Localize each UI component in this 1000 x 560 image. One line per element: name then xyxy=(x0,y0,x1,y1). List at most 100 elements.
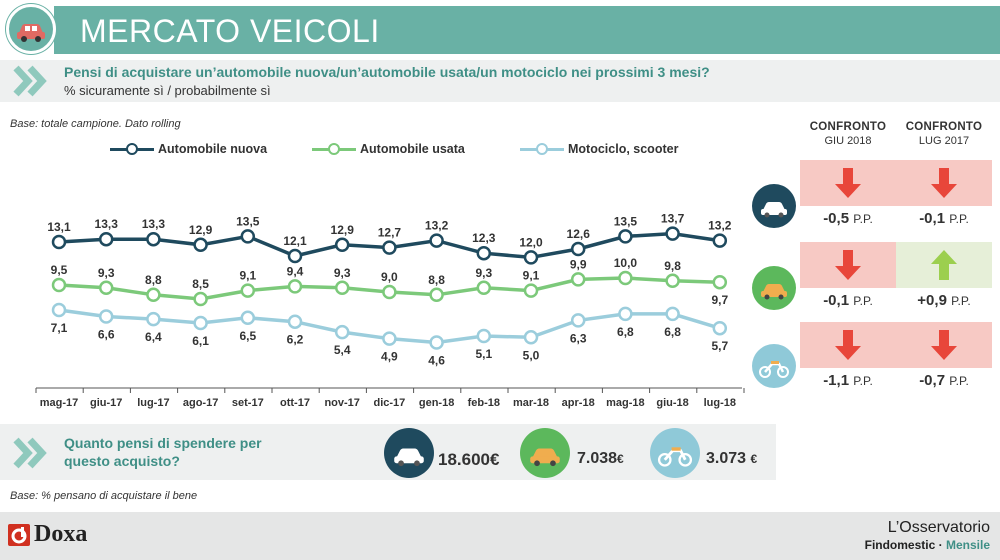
data-point xyxy=(240,229,256,244)
footer xyxy=(0,512,1000,560)
data-point xyxy=(476,328,492,344)
data-label: 12,1 xyxy=(283,234,307,248)
delta-value: -1,1 xyxy=(823,372,850,389)
x-tick-label: mag-17 xyxy=(40,397,79,409)
data-label: 6,1 xyxy=(192,334,209,348)
osservatorio-subtitle: Findomestic · Mensile xyxy=(864,538,990,552)
data-point xyxy=(287,279,303,294)
car-used-icon xyxy=(752,266,796,310)
x-tick-label: dic-17 xyxy=(374,397,406,409)
data-label: 9,9 xyxy=(570,257,587,271)
delta-unit: P.P. xyxy=(853,212,873,226)
question-subtitle: % sicuramente sì / probabilmente sì xyxy=(64,83,271,98)
data-point xyxy=(570,272,586,287)
legend-label: Automobile nuova xyxy=(158,142,268,156)
x-tick-label: feb-18 xyxy=(468,397,500,409)
data-point xyxy=(98,280,114,296)
car-new-icon xyxy=(752,184,796,228)
comparison-cell: -0,7 P.P. xyxy=(896,322,992,398)
delta-unit: P.P. xyxy=(951,294,971,308)
delta-value: -0,5 xyxy=(823,210,850,227)
line-chart: mag-17 giu-17 lug-17 ago-17 set-17 ott-17 nov-… xyxy=(35,212,745,409)
comparison-header-2: CONFRONTO LUG 2017 xyxy=(896,120,992,148)
data-point xyxy=(98,231,114,247)
data-label: 13,5 xyxy=(236,214,260,228)
data-label: 9,3 xyxy=(98,266,115,280)
comparison-period: GIU 2018 xyxy=(824,135,872,147)
data-point xyxy=(146,287,161,303)
comparison-value: -0,5 P.P. xyxy=(800,210,896,227)
base-note: Base: totale campione. Dato rolling xyxy=(10,118,181,130)
data-label: 13,2 xyxy=(708,219,732,233)
comparison-cell-bg xyxy=(896,160,992,206)
motorcycle-icon xyxy=(752,344,796,388)
data-label: 8,8 xyxy=(145,273,162,287)
legend-swatch xyxy=(520,143,564,155)
comparison-cell: -0,1 P.P. xyxy=(800,242,896,318)
arrow-down-icon xyxy=(835,250,861,280)
comparison-cell-bg xyxy=(800,160,896,206)
data-label: 13,5 xyxy=(614,214,638,228)
data-point xyxy=(240,310,256,326)
data-point xyxy=(193,291,208,307)
data-label: 12,9 xyxy=(331,223,355,237)
data-label: 9,4 xyxy=(287,264,304,278)
data-label: 12,7 xyxy=(378,226,402,240)
data-label: 9,0 xyxy=(381,270,398,284)
delta-value: +0,9 xyxy=(917,292,947,309)
data-label: 12,9 xyxy=(189,223,213,237)
spend-question: Quanto pensi di spendere per questo acqu… xyxy=(64,435,262,469)
data-point xyxy=(476,245,492,261)
data-label: 5,7 xyxy=(711,339,728,353)
data-label: 9,3 xyxy=(334,266,351,280)
comparison-header-1: CONFRONTO GIU 2018 xyxy=(800,120,896,148)
comparison-value: -0,1 P.P. xyxy=(800,292,896,309)
delta-unit: P.P. xyxy=(853,294,873,308)
delta-unit: P.P. xyxy=(853,374,873,388)
data-point xyxy=(382,284,397,300)
data-label: 9,8 xyxy=(664,259,681,273)
data-label: 13,3 xyxy=(95,217,119,231)
x-tick-label: apr-18 xyxy=(562,397,595,409)
data-label: 9,3 xyxy=(475,266,492,280)
data-point xyxy=(712,233,728,248)
page-title: MERCATO VEICOLI xyxy=(80,13,380,49)
comparison-period: LUG 2017 xyxy=(918,135,970,147)
data-point xyxy=(523,283,539,298)
comparison-cell-bg xyxy=(896,322,992,368)
data-label: 5,1 xyxy=(475,347,492,361)
car-new-icon xyxy=(384,428,434,478)
x-tick-label: lug-17 xyxy=(137,397,169,409)
delta-value: -0,1 xyxy=(823,292,850,309)
data-point xyxy=(334,280,350,296)
data-point xyxy=(287,248,303,264)
data-label: 12,3 xyxy=(472,231,496,245)
legend-item-used-car: Automobile usata xyxy=(312,142,465,156)
data-point xyxy=(429,233,444,248)
data-point xyxy=(618,229,633,244)
double-chevron-icon xyxy=(13,65,47,97)
data-point xyxy=(146,231,161,247)
data-label: 5,0 xyxy=(523,348,540,362)
doxa-logo-icon xyxy=(8,524,30,546)
delta-unit: P.P. xyxy=(949,212,969,226)
comparison-value: -0,1 P.P. xyxy=(896,210,992,227)
motorcycle-icon xyxy=(650,428,700,478)
data-label: 6,6 xyxy=(98,328,115,342)
question-text: Pensi di acquistare un’automobile nuova/… xyxy=(64,64,710,80)
data-label: 13,2 xyxy=(425,219,449,233)
x-tick-label: ago-17 xyxy=(183,397,218,409)
legend-label: Automobile usata xyxy=(360,142,465,156)
header-band xyxy=(54,6,1000,54)
data-label: 8,5 xyxy=(192,277,209,291)
comparison-cell-bg xyxy=(896,242,992,288)
data-label: 9,7 xyxy=(711,293,728,307)
comparison-cell: -1,1 P.P. xyxy=(800,322,896,398)
x-tick-label: mar-18 xyxy=(513,397,549,409)
x-tick-label: giu-18 xyxy=(656,397,688,409)
data-point xyxy=(51,302,67,318)
data-label: 13,3 xyxy=(142,217,166,231)
data-label: 12,0 xyxy=(519,235,543,249)
data-point xyxy=(523,330,539,345)
